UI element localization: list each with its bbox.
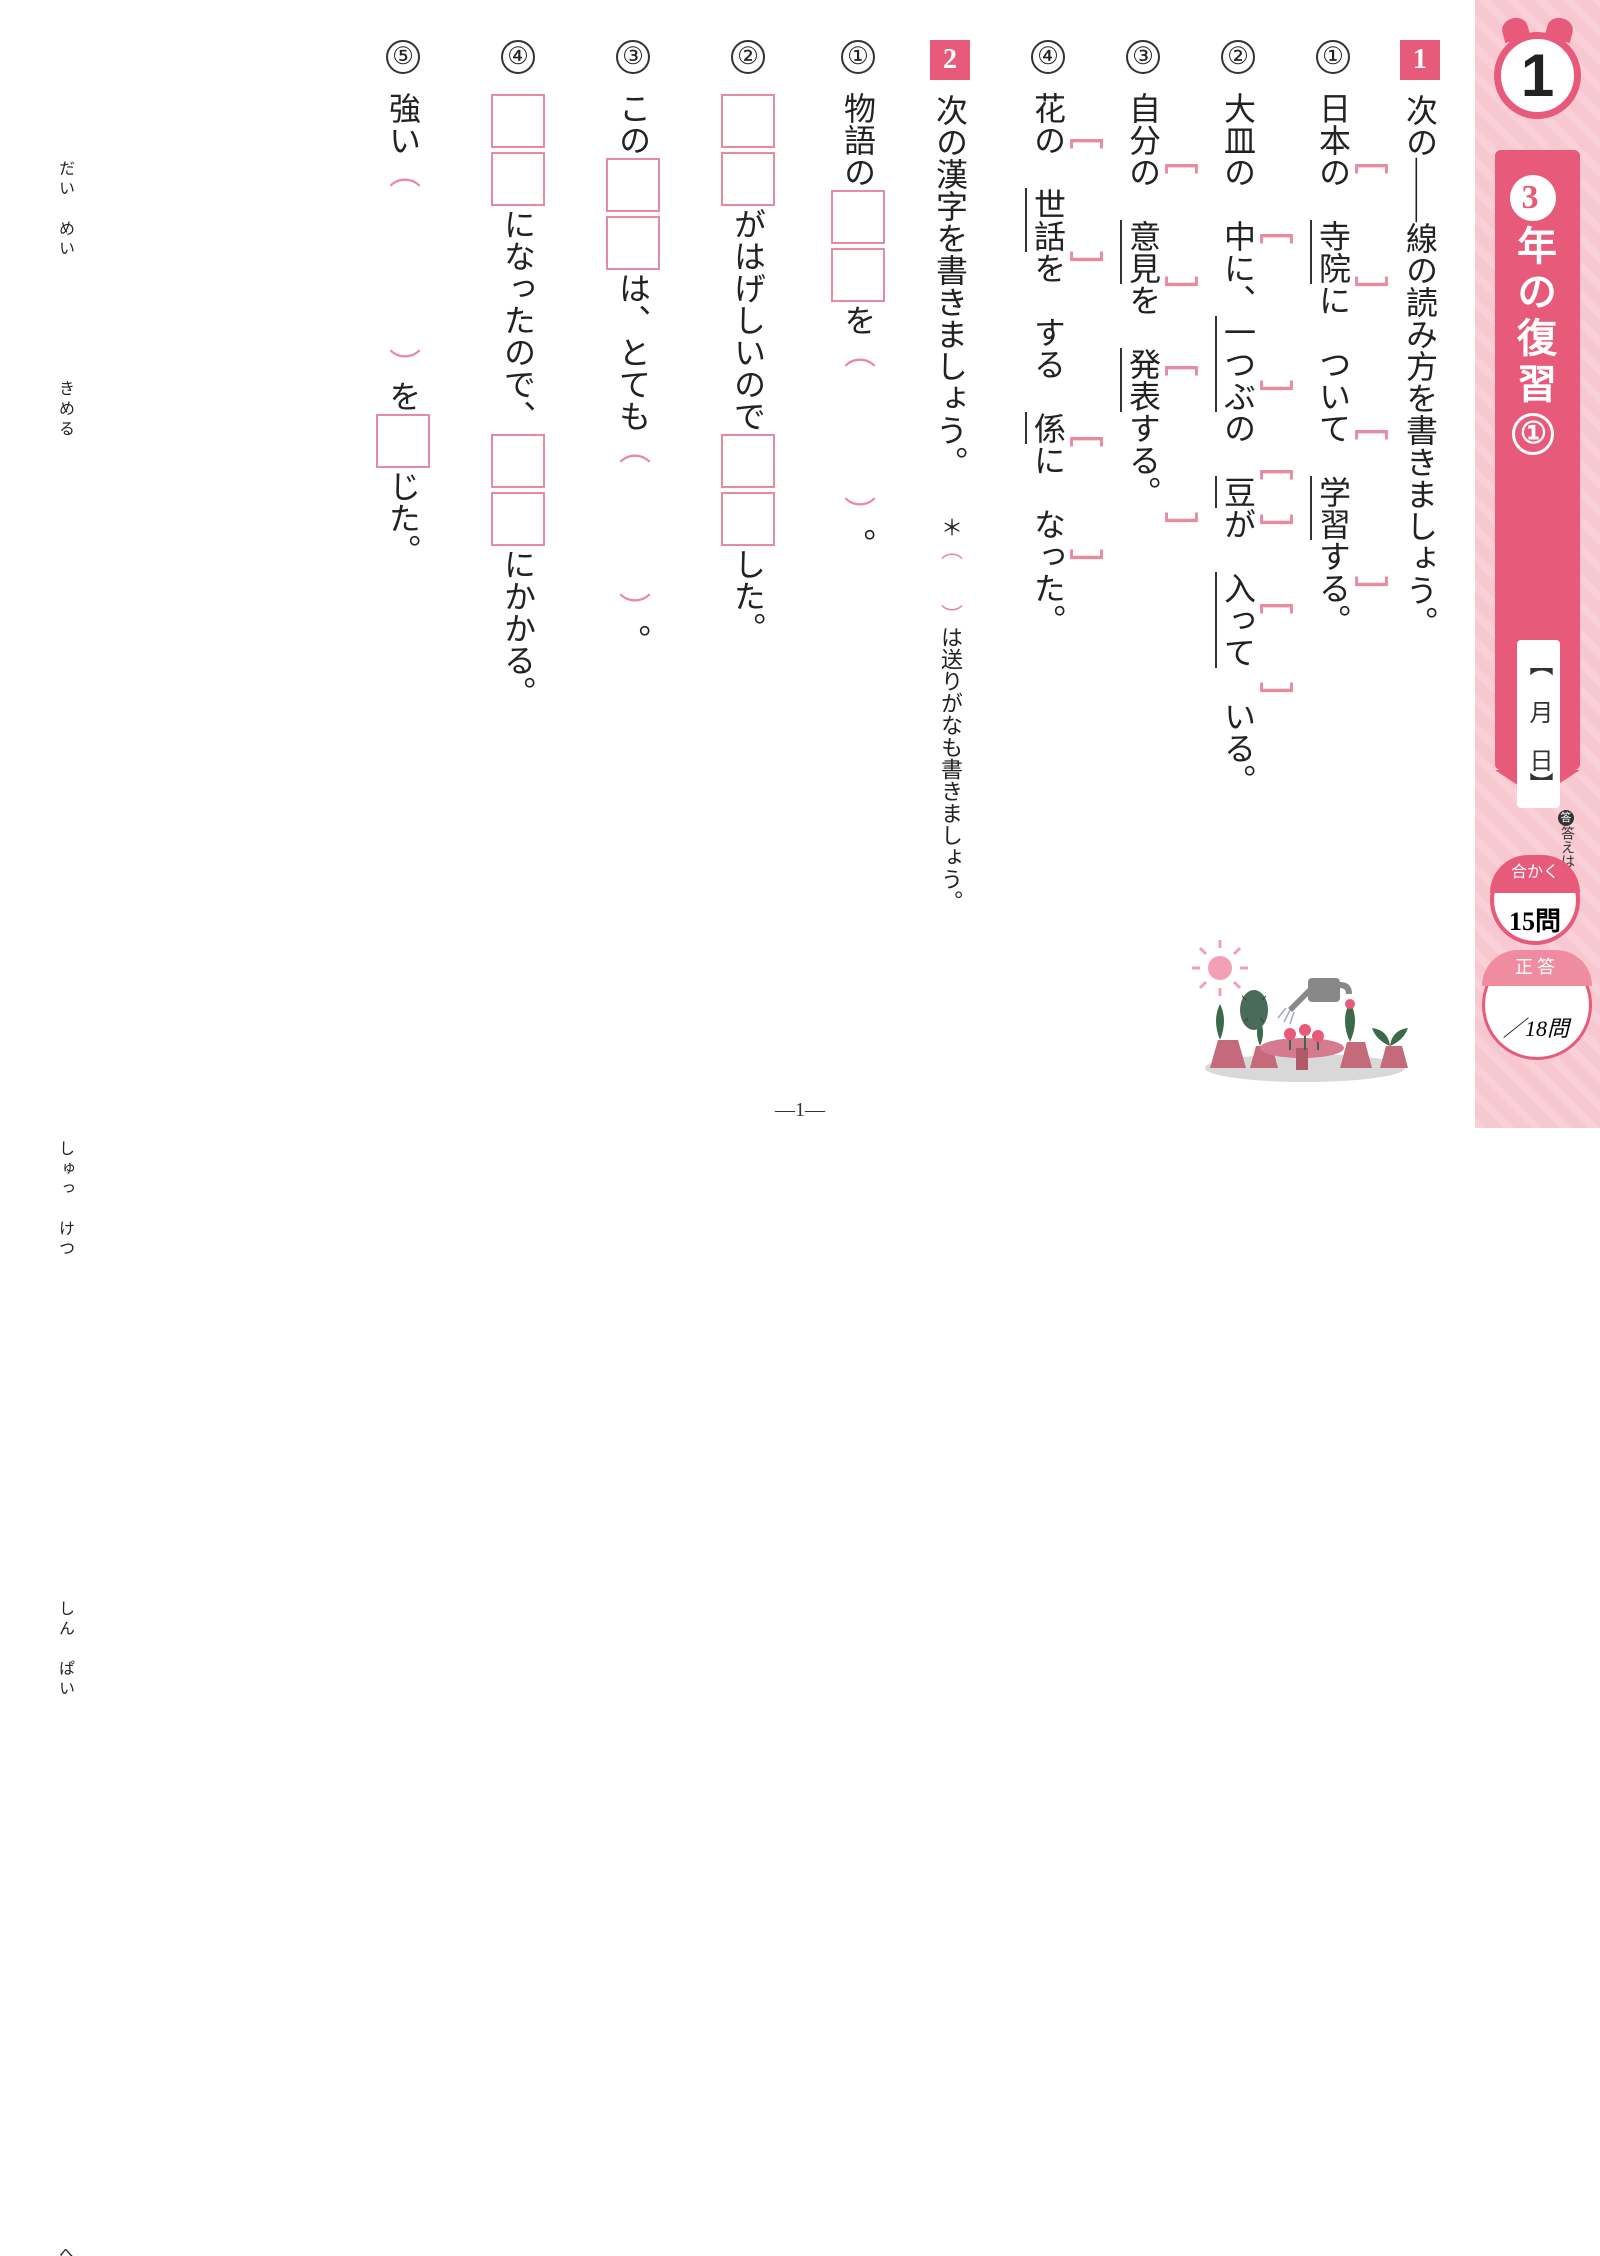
okurigana-field[interactable]: （ ） [617,432,649,624]
q-number: ③ [616,40,650,74]
note-star: ＊ [938,516,963,538]
underlined-word[interactable]: 豆 [1220,476,1256,508]
s2-q5: ⑤ 強い（ ）をじた。 [376,40,430,1090]
kanji-write-box[interactable] [721,492,775,546]
section-marker: 1 [1400,40,1440,80]
underlined-word[interactable]: 一つぶ [1220,316,1256,412]
s2q1-furigana: だい めい きめる [56,160,72,1210]
okurigana-field[interactable]: （ ） [387,156,419,380]
dot-icon: 答 [1558,810,1574,826]
pass-value: 15問 [1494,901,1576,938]
score-denominator: ／18問 [1503,1011,1569,1043]
s1-q4: ④ 花の 世話を する 係に なった。 [1031,40,1065,1090]
section-marker: 2 [930,40,970,80]
kanji-write-box[interactable] [491,94,545,148]
kanji-write-box[interactable] [491,434,545,488]
q-number: ① [841,40,875,74]
clock-badge: 1 [1490,18,1585,133]
underlined-word[interactable]: 発表 [1125,348,1161,412]
clock-face: 1 [1494,32,1581,119]
underlined-word[interactable]: 係 [1030,412,1066,444]
instruction-text: 次の――線の読み方を書きましょう。 [1402,94,1438,638]
q-number: ④ [501,40,535,74]
lesson-title: 3年の復習① [1504,175,1562,455]
okurigana-field[interactable]: （ ） [842,336,874,528]
title-text: 年の復習 [1511,225,1556,409]
s2-q3: ③ このは、とても（ ）。 [606,40,660,1090]
score-badge: 正答 ／18問 [1482,950,1594,1060]
score-label: 正答 [1482,950,1592,986]
q-number: ② [731,40,765,74]
pass-label: 合かく [1490,855,1580,893]
kanji-write-box[interactable] [491,492,545,546]
lesson-number: 1 [1521,41,1554,110]
section2-instruction: 2 次の漢字を書きましょう。 ＊（ ）は送りがなも書きましょう。 [930,40,970,1090]
kanji-write-box[interactable] [606,158,660,212]
pass-badge: 合かく 15問 [1490,855,1585,945]
note-text: は送りがなも書きましょう。 [938,626,963,912]
title-subnum: ① [1512,413,1554,455]
kanji-write-box[interactable] [491,152,545,206]
s2q2-furigana: しゅっ けつ しん ぱい [56,1140,72,2190]
s2-q4: ④ になったので、にかかる。 [491,40,545,1090]
q-number: ④ [1031,40,1065,74]
kanji-write-box[interactable] [831,248,885,302]
s2-q1: ① 物語のを（ ）。 [831,40,885,1090]
q-number: ① [1316,40,1350,74]
q-number: ⑤ [386,40,420,74]
underlined-word[interactable]: 意見 [1125,220,1161,284]
underlined-word[interactable]: 入って [1220,572,1256,668]
page-number: ―1― [775,1099,825,1122]
kanji-write-box[interactable] [721,434,775,488]
plants-illustration [1190,918,1420,1088]
q-number: ② [1221,40,1255,74]
date-field[interactable]: 【 月 日】 [1517,640,1560,808]
kanji-write-box[interactable] [606,216,660,270]
s1q4-brackets: ﹇ ﹈ ﹇ ﹈ [1064,115,1100,1165]
kanji-write-box[interactable] [721,94,775,148]
s2q3-furigana: へ や あつい [56,2245,72,2256]
s1-q3: ③ 自分の 意見を 発表する。 [1126,40,1160,1090]
kanji-write-box[interactable] [831,190,885,244]
kanji-write-box[interactable] [376,414,430,468]
underlined-word[interactable]: 寺院 [1315,220,1351,284]
kanji-write-box[interactable] [721,152,775,206]
instruction-text: 次の漢字を書きましょう。 [932,94,968,478]
s1q2-brackets: ﹇ ﹈ ﹇ ﹈ ﹇ ﹈ [1254,210,1290,1260]
underlined-word[interactable]: 学習 [1315,476,1351,540]
q-number: ③ [1126,40,1160,74]
underlined-word[interactable]: 世話 [1030,188,1066,252]
s2-q2: ② がはげしいのでした。 [721,40,775,1090]
grade-badge: 3 [1510,175,1556,221]
